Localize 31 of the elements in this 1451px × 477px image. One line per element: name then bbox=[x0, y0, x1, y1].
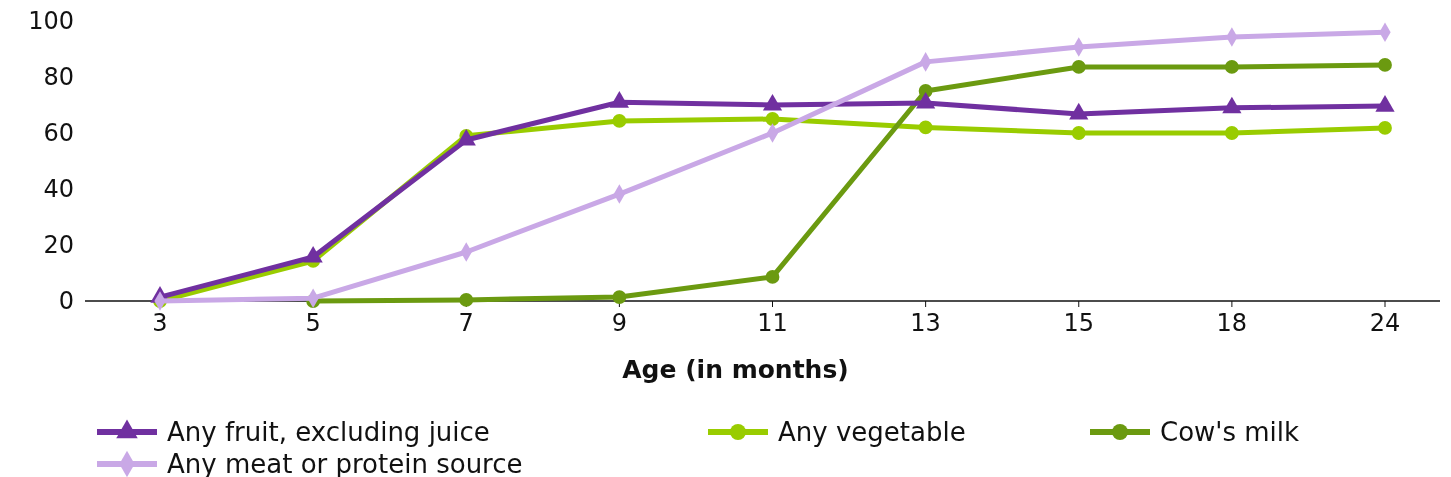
y-tick-label: 80 bbox=[43, 63, 74, 92]
y-tick-label: 60 bbox=[43, 119, 74, 148]
point bbox=[765, 270, 780, 284]
legend-label: Cow's milk bbox=[1160, 417, 1300, 448]
y-tick-label: 100 bbox=[28, 7, 74, 36]
point bbox=[1378, 58, 1392, 72]
point bbox=[765, 112, 780, 126]
x-tick-label: 9 bbox=[611, 309, 628, 337]
x-axis-title: Age (in months) bbox=[622, 355, 849, 384]
point bbox=[1378, 121, 1392, 135]
x-tick-label: 24 bbox=[1369, 309, 1401, 337]
point bbox=[1224, 126, 1239, 140]
x-tick-label: 5 bbox=[305, 309, 321, 337]
legend-label: Any vegetable bbox=[778, 417, 966, 448]
x-tick-label: 18 bbox=[1216, 309, 1248, 337]
point bbox=[1224, 60, 1239, 74]
x-tick-label: 3 bbox=[152, 309, 168, 337]
point bbox=[612, 114, 627, 128]
point bbox=[1071, 60, 1086, 74]
x-tick-label: 11 bbox=[757, 309, 788, 337]
x-tick-label: 13 bbox=[910, 309, 941, 337]
point bbox=[918, 120, 933, 135]
y-tick-label: 20 bbox=[43, 231, 74, 260]
point bbox=[459, 292, 474, 307]
point bbox=[612, 290, 627, 304]
point bbox=[1071, 126, 1086, 140]
y-tick-label: 40 bbox=[43, 175, 74, 204]
x-tick-label: 7 bbox=[458, 309, 474, 337]
legend-label: Any fruit, excluding juice bbox=[167, 417, 490, 448]
y-tick-label: 0 bbox=[58, 287, 74, 316]
x-tick-label: 15 bbox=[1063, 309, 1095, 337]
